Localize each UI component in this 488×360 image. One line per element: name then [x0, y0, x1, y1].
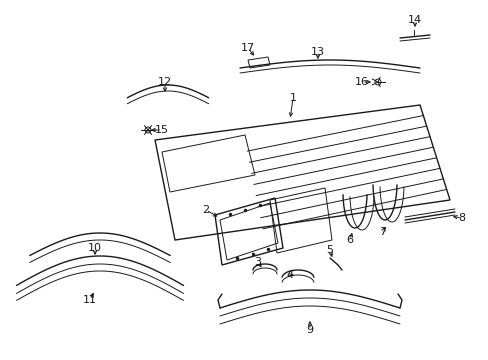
Text: 14: 14: [407, 15, 421, 25]
Text: 9: 9: [306, 325, 313, 335]
Text: 7: 7: [379, 227, 386, 237]
Text: 8: 8: [458, 213, 465, 223]
Text: 4: 4: [286, 270, 293, 280]
Text: 10: 10: [88, 243, 102, 253]
Text: 11: 11: [83, 295, 97, 305]
Text: 12: 12: [158, 77, 172, 87]
Text: 1: 1: [289, 93, 296, 103]
Text: 16: 16: [354, 77, 368, 87]
Text: 6: 6: [346, 235, 353, 245]
Text: 13: 13: [310, 47, 325, 57]
Text: 3: 3: [254, 257, 261, 267]
Text: 5: 5: [326, 245, 333, 255]
Text: 15: 15: [155, 125, 169, 135]
Text: 2: 2: [202, 205, 209, 215]
Text: 17: 17: [241, 43, 255, 53]
